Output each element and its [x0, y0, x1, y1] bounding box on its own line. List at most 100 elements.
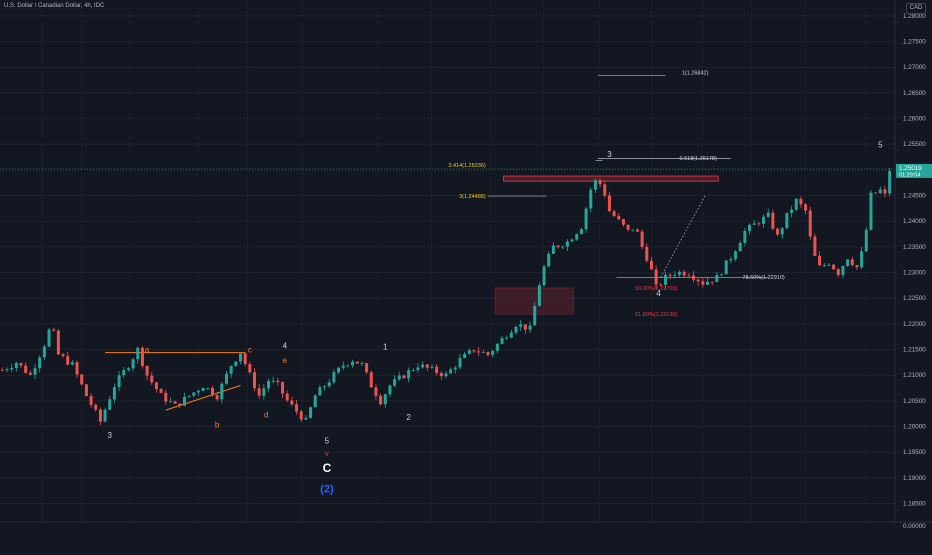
candle-body	[56, 330, 60, 355]
currency-badge[interactable]: CAD	[906, 3, 926, 14]
triangle-bottom-line	[165, 384, 241, 411]
candle-body	[832, 264, 836, 270]
candle-body	[243, 353, 247, 365]
candle-body	[173, 401, 177, 404]
candle-body	[813, 236, 817, 256]
candle-body	[210, 387, 214, 396]
candle-body	[444, 373, 448, 377]
candle-body	[122, 370, 126, 376]
candle-body	[159, 389, 163, 393]
y-tick-label: 1.23000	[903, 270, 926, 277]
candle-body	[19, 363, 23, 366]
fib-level-label: 61.80%(1.22190)	[635, 312, 677, 318]
candle-body	[799, 198, 803, 205]
candle-body	[570, 239, 574, 242]
candle-body	[407, 370, 411, 379]
candle-body	[631, 229, 635, 231]
candle-body	[589, 189, 593, 209]
wave-label: e	[283, 356, 288, 365]
fib-level-label: 3(1.24488)	[459, 194, 486, 200]
candle-body	[818, 255, 822, 266]
candle-body	[267, 380, 271, 389]
candle-body	[514, 326, 518, 333]
wave-label: (2)	[320, 484, 334, 496]
y-tick-label: 1.18500	[903, 501, 926, 508]
candle-body	[715, 275, 719, 283]
candles-layer	[0, 167, 892, 426]
candle-body	[84, 384, 88, 397]
candle-body	[323, 386, 327, 388]
y-tick-label: 1.20500	[903, 398, 926, 405]
candle-body	[710, 281, 714, 283]
candle-body	[224, 373, 228, 384]
candle-body	[808, 210, 812, 237]
candle-body	[365, 363, 369, 373]
candle-body	[822, 265, 826, 266]
candle-body	[752, 223, 756, 225]
candle-body	[28, 372, 32, 375]
candle-body	[654, 269, 658, 285]
candle-body	[360, 363, 364, 365]
y-tick-label: 1.25500	[903, 141, 926, 148]
candle-body	[112, 387, 116, 400]
candle-body	[388, 385, 392, 395]
candle-body	[33, 368, 37, 375]
candle-body	[262, 388, 266, 396]
fib-level-label: 3.414(1.25036)	[448, 163, 485, 169]
candle-body	[89, 396, 93, 405]
candle-body	[883, 189, 887, 194]
candle-body	[103, 409, 107, 422]
candle-body	[509, 332, 513, 338]
candle-body	[47, 329, 51, 347]
candle-body	[874, 192, 878, 194]
candle-body	[785, 212, 789, 229]
candle-body	[313, 395, 317, 408]
candle-body	[416, 367, 420, 370]
y-tick-label: 1.23500	[903, 244, 926, 251]
candle-body	[640, 231, 644, 247]
candle-body	[649, 260, 653, 270]
candle-body	[626, 224, 630, 230]
candle-body	[453, 367, 457, 370]
candle-body	[794, 198, 798, 210]
candle-body	[691, 275, 695, 280]
candle-body	[337, 367, 341, 373]
candle-body	[486, 352, 490, 355]
candle-body	[850, 259, 854, 266]
candle-body	[290, 400, 294, 405]
candle-body	[888, 170, 892, 194]
wave-label: 3	[607, 150, 612, 159]
candle-body	[864, 229, 868, 252]
candle-body	[869, 192, 873, 230]
candle-body	[192, 392, 196, 396]
candle-body	[467, 350, 471, 354]
candle-body	[547, 253, 551, 267]
candle-body	[621, 219, 625, 225]
wave-label: C	[323, 461, 332, 475]
current-price-label: 1.25019	[899, 165, 922, 172]
candle-body	[70, 362, 74, 365]
candle-body	[481, 352, 485, 353]
candle-body	[5, 369, 9, 371]
candle-body	[743, 231, 747, 243]
candle-body	[841, 265, 845, 275]
candle-body	[771, 212, 775, 229]
candle-body	[355, 361, 359, 364]
y-tick-label: 1.19500	[903, 449, 926, 456]
y-tick-label: 1.27500	[903, 39, 926, 46]
candle-body	[229, 365, 233, 374]
candle-body	[495, 343, 499, 351]
candle-body	[598, 180, 602, 185]
y-tick-label: 1.22500	[903, 295, 926, 302]
candle-body	[14, 363, 18, 368]
fib-level-label: 78.60%(1.22910)	[743, 275, 785, 281]
candle-body	[379, 395, 383, 405]
candle-body	[0, 370, 4, 371]
candle-body	[108, 399, 112, 410]
candle-body	[285, 393, 289, 401]
zones-layer	[494, 175, 719, 315]
y-tick-label: 1.21500	[903, 347, 926, 354]
candle-body	[397, 375, 401, 380]
